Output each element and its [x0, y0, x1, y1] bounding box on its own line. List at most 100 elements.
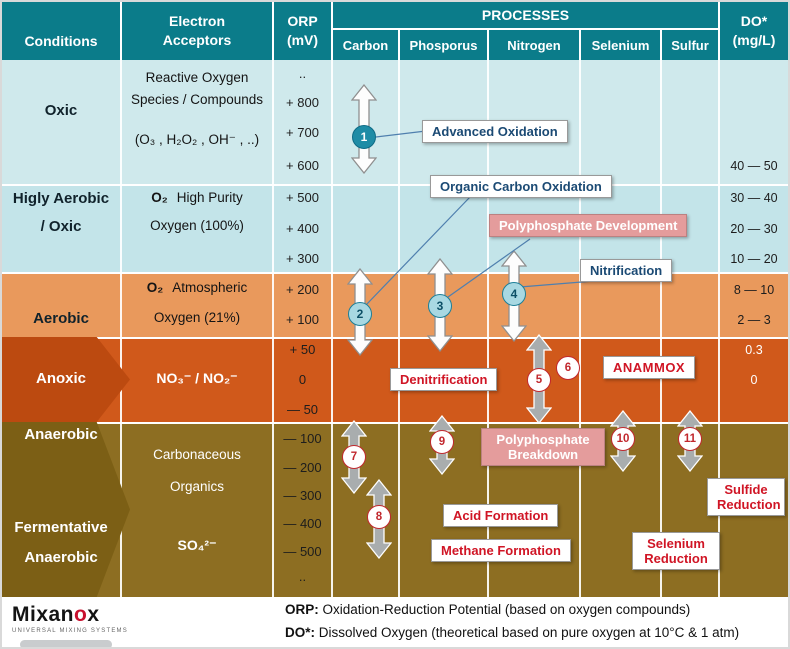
label-organic-carbon-oxidation: Organic Carbon Oxidation [430, 175, 612, 198]
do-tick: 8 — 10 [733, 283, 775, 297]
electron-acceptors-line1: Electron [168, 13, 225, 29]
acceptor-higly-line2: Oxygen (100%) [150, 218, 244, 233]
do-header-line1: DO* [740, 13, 768, 29]
sulfide-reduction-line1: Sulfide [724, 482, 768, 497]
label-polyphosphate-breakdown: Polyphosphate Breakdown [481, 428, 605, 466]
orp-tick: 0 [298, 372, 307, 387]
col-header-nitrogen: Nitrogen [489, 30, 579, 60]
nitrogen-label: Nitrogen [507, 37, 561, 53]
acceptor-aerobic-line1: O₂ Atmospheric [122, 280, 272, 295]
carbon-label: Carbon [342, 37, 389, 53]
grid-vline [398, 60, 400, 597]
label-anammox: ANAMMOX [603, 356, 696, 379]
o2-symbol: O₂ [151, 190, 168, 205]
selenium-label: Selenium [591, 37, 650, 53]
orp-tick: .. [298, 66, 307, 81]
label-sulfide-reduction: Sulfide Reduction [707, 478, 785, 516]
acceptor-higly-line1: O₂ High Purity [122, 190, 272, 205]
logo-part2: o [74, 603, 88, 626]
step-circle-10: 10 [611, 427, 635, 451]
col-header-selenium: Selenium [581, 30, 660, 60]
orp-tick: + 200 [286, 282, 319, 297]
footnote-do: DO*: Dissolved Oxygen (theoretical based… [285, 625, 739, 640]
orp-tick: + 400 [286, 221, 319, 236]
footnote-do-text: Dissolved Oxygen (theoretical based on p… [315, 625, 740, 640]
do-tick: 2 — 3 [737, 313, 771, 327]
acceptor-fermentative: SO₄²⁻ [177, 537, 217, 553]
col-header-do: DO* (mg/L) [720, 2, 788, 60]
label-nitrification: Nitrification [580, 259, 673, 282]
do-tick: 30 — 40 [730, 191, 778, 205]
orp-tick: — 500 [283, 544, 322, 559]
orp-tick: — 100 [283, 431, 322, 446]
grid-vline [579, 60, 581, 597]
band-oxic [2, 60, 788, 184]
orp-tick: + 500 [286, 190, 319, 205]
orp-tick: .. [298, 569, 307, 584]
logo-part3: x [87, 603, 100, 626]
col-header-orp: ORP (mV) [274, 2, 331, 60]
sulfide-reduction-line2: Reduction [717, 497, 781, 512]
logo-wordmark: Mixanox [12, 603, 128, 627]
footnote-orp-label: ORP: [285, 602, 319, 617]
step-circle-5: 5 [527, 368, 551, 392]
polyphosphate-breakdown-line1: Polyphosphate [496, 432, 590, 447]
orp-tick: + 800 [286, 95, 319, 110]
acceptor-oxic-formula: (O₃ , H₂O₂ , OH⁻ , ..) [134, 132, 260, 147]
condition-aerobic: Aerobic [33, 310, 89, 327]
sulfur-label: Sulfur [671, 37, 709, 53]
logo-part1: Mixan [12, 603, 75, 626]
orp-tick: — 400 [283, 516, 322, 531]
grid-vline [272, 60, 274, 597]
grid-vline [660, 60, 662, 597]
step-circle-8: 8 [367, 505, 391, 529]
condition-fermentative-line2: Anaerobic [24, 549, 98, 566]
col-header-conditions-label: Conditions [24, 33, 98, 49]
do-header-line2: (mg/L) [732, 32, 776, 48]
logo-tagline: UNIVERSAL MIXING SYSTEMS [12, 628, 128, 634]
condition-higly-aerobic-line2: / Oxic [40, 218, 82, 235]
orp-tick: — 50 [286, 402, 319, 417]
grid-hline [2, 337, 788, 339]
step-circle-9: 9 [430, 430, 454, 454]
orp-header-line2: (mV) [286, 32, 319, 48]
mixanox-logo: Mixanox UNIVERSAL MIXING SYSTEMS [12, 603, 128, 634]
col-header-electron-acceptors: Electron Acceptors [122, 2, 272, 60]
acceptor-oxic-line2: Species / Compounds [130, 92, 264, 107]
condition-fermentative-line1: Fermentative [14, 519, 108, 536]
grid-vline [487, 60, 489, 597]
footnote-orp-text: Oxidation-Reduction Potential (based on … [318, 602, 691, 617]
processes-title: PROCESSES [481, 6, 570, 23]
orp-header-line1: ORP [287, 13, 318, 29]
step-circle-6: 6 [556, 356, 580, 380]
condition-anoxic: Anoxic [35, 370, 86, 387]
condition-higly-aerobic-line1: Higly Aerobic [12, 190, 110, 207]
footnote-do-label: DO*: [285, 625, 315, 640]
acceptor-aerobic-line2: Oxygen (21%) [153, 310, 241, 325]
phosporus-label: Phosporus [409, 37, 478, 53]
grid-vline [331, 60, 333, 597]
acceptor-oxic-line1: Reactive Oxygen [145, 70, 249, 85]
condition-oxic: Oxic [44, 102, 78, 119]
label-polyphosphate-development: Polyphosphate Development [489, 214, 688, 237]
orp-tick: + 100 [286, 312, 319, 327]
do-tick: 10 — 20 [730, 252, 778, 266]
label-selenium-reduction: Selenium Reduction [632, 532, 720, 570]
orp-tick: — 300 [283, 488, 322, 503]
step-circle-7: 7 [342, 445, 366, 469]
electron-acceptors-line2: Acceptors [162, 32, 232, 48]
do-tick: 40 — 50 [730, 159, 778, 173]
step-circle-1: 1 [352, 125, 376, 149]
col-header-sulfur: Sulfur [662, 30, 718, 60]
col-header-phosporus: Phosporus [400, 30, 487, 60]
col-header-carbon: Carbon [333, 30, 398, 60]
orp-tick: + 700 [286, 125, 319, 140]
polyphosphate-breakdown-line2: Breakdown [507, 447, 579, 462]
selenium-reduction-line1: Selenium [647, 536, 705, 551]
step-circle-2: 2 [348, 302, 372, 326]
step-circle-4: 4 [502, 282, 526, 306]
orp-tick: + 50 [289, 342, 316, 357]
footer: Mixanox UNIVERSAL MIXING SYSTEMS ORP: Ox… [2, 597, 788, 647]
acceptor-anaerobic-line1: Carbonaceous [153, 447, 241, 462]
